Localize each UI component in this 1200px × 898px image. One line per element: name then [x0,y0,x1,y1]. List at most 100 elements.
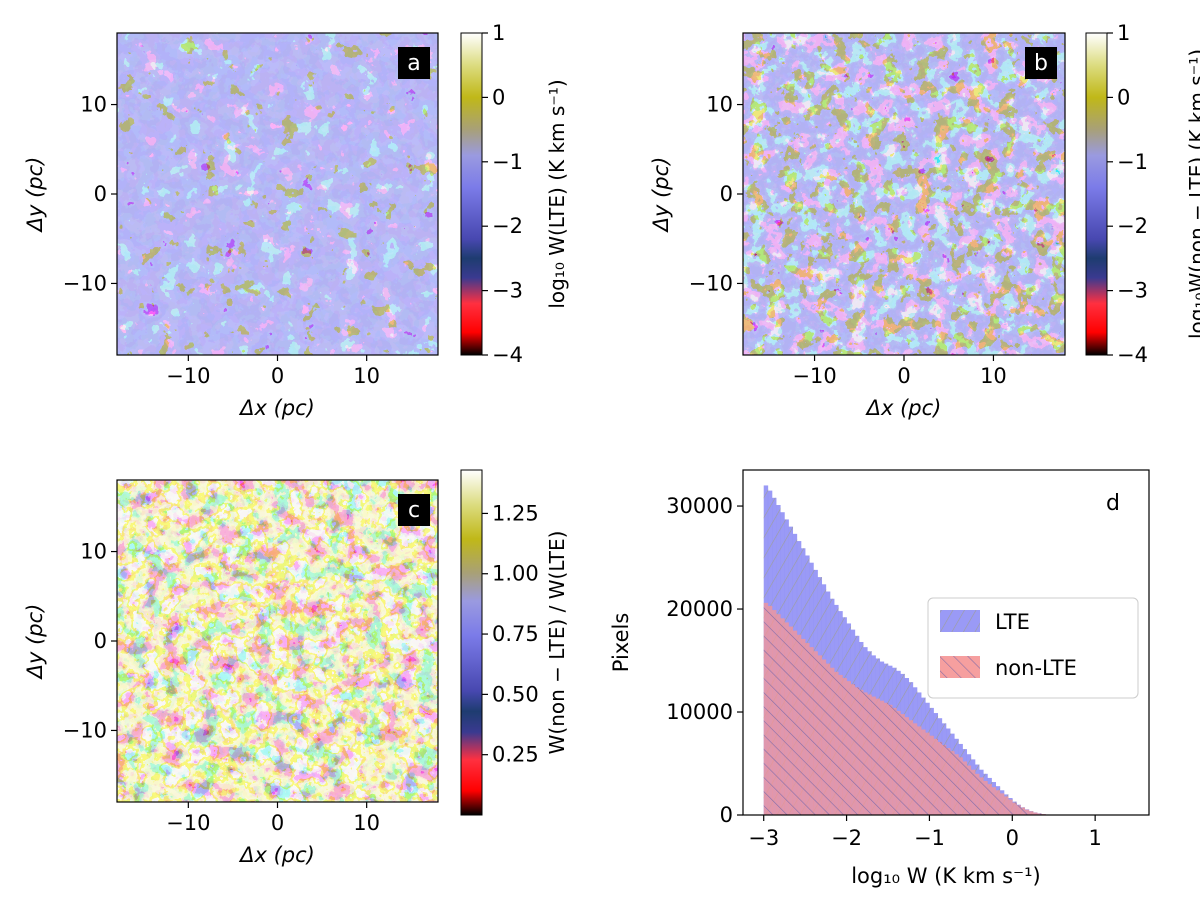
histogram-bar-hatch [834,671,839,815]
histogram-bar-hatch [767,605,773,815]
y-axis-label: Δy (pc) [23,604,47,681]
histogram-bar-hatch [966,765,972,815]
legend-frame [927,597,1139,699]
histogram-bar-hatch [904,717,910,815]
y-tick-label: −10 [63,718,107,742]
colorbar-tick-label: 1 [492,21,505,45]
colorbar-gradient [460,469,483,816]
x-tick-label: 1 [1088,826,1101,850]
legend-swatch-hatch [940,610,980,632]
histogram-bar-hatch [792,630,798,815]
x-tick-label: −10 [792,364,836,388]
legend-item: non-LTE [940,656,1077,680]
y-tick-label: 0 [720,803,733,827]
panel-label: b [1025,47,1057,79]
histogram-bar-hatch [1028,811,1034,815]
x-tick-label: −1 [914,826,945,850]
histogram-bar-hatch [780,618,785,815]
histogram-bar-hatch [796,634,802,815]
y-tick-label: 10 [80,540,107,564]
histogram-bar-hatch [970,769,976,815]
y-tick-label: 20000 [666,597,733,621]
x-tick-label: −10 [166,364,210,388]
x-tick-label: 0 [897,364,910,388]
histogram-bar-hatch [805,643,810,815]
histogram-bar-hatch [896,710,901,815]
axes-frame [742,469,1150,816]
map-image-c [117,480,438,802]
histogram-bar-hatch [809,647,814,815]
histogram-bar-hatch [838,674,843,815]
histogram-bar-hatch [863,692,868,815]
histogram-bar-hatch [846,681,852,815]
histogram-bar-hatch [908,720,914,815]
histogram-bar-hatch [1037,813,1042,815]
histogram-bar-hatch [825,663,831,815]
colorbar-c: 0.25 0.50 0.75 1.00 1.25W(non − LTE) / W(LTE… [460,469,569,816]
histogram-bar-hatch [999,793,1005,815]
x-axis-label: Δx (pc) [238,843,315,867]
y-tick-label: −10 [689,271,733,295]
histogram-bar-hatch [879,700,885,815]
histogram-bar-hatch [991,787,997,815]
histogram-bar-hatch [883,702,889,815]
histogram-bar-hatch [917,726,922,815]
histogram-bar-hatch [830,667,835,815]
histogram-bar-hatch [776,614,781,815]
legend-label: LTE [995,610,1030,634]
y-tick-label: 0 [720,182,733,206]
series-non-LTE [763,602,1071,815]
histogram-bar-hatch [941,744,947,815]
histogram-bar-hatch [946,748,951,815]
panel-label-text: b [1034,51,1048,76]
colorbar-tick-label: 0.50 [492,682,539,706]
histogram-bar-hatch [1024,809,1030,815]
colorbar-gradient [1085,32,1108,356]
colorbar-tick-label: −1 [492,150,523,174]
histogram-bar-hatch [933,738,939,815]
histogram-bar-hatch [975,773,980,815]
panel-label-box [1025,47,1057,79]
histogram-bar-hatch [801,638,806,815]
y-tick-label: 30000 [666,494,733,518]
y-tick-label: 10000 [666,700,733,724]
histogram-bar-hatch [821,659,827,815]
histogram-bar-hatch [912,723,918,815]
legend: LTE non-LTE [927,597,1139,699]
map-image-b [743,33,1065,355]
colorbar-tick-label: −4 [1117,343,1148,367]
panel-label-box [398,47,430,79]
legend-label: non-LTE [995,656,1077,680]
y-tick-label: 0 [94,182,107,206]
map-panel-b: −10 0 10 −10 0 10 Δx (pc) Δy (pc) b [649,32,1066,420]
histogram-bar-hatch [817,655,823,815]
histogram-bar-hatch [958,757,963,815]
x-tick-label: 10 [353,364,380,388]
histogram-bar-hatch [842,678,847,815]
colorbar-tick-label: 0 [1117,85,1130,109]
map-panel-c: −10 0 10 −10 0 10 Δx (pc) Δy (pc) c [23,479,439,867]
histogram-bar-hatch [859,689,864,815]
colorbar-tick-label: 1.25 [492,501,539,525]
x-tick-label: −2 [831,826,862,850]
histogram-bar-hatch [850,684,856,815]
colorbar-tick-label: −2 [1117,214,1148,238]
colorbar-tick-label: −3 [492,279,523,303]
colorbar-label: log₁₀ W(LTE) (K km s⁻¹) [545,79,569,308]
x-tick-label: −3 [748,826,779,850]
y-axis-label: Δy (pc) [23,157,47,234]
x-axis-label: Δx (pc) [238,396,315,420]
map-panel-a: −10 0 10 −10 0 10 Δx (pc) Δy (pc) a [23,32,439,420]
legend-item: LTE [940,610,1030,634]
colorbar-tick-label: −4 [492,343,523,367]
panel-label: a [398,47,430,79]
x-tick-label: −10 [166,811,210,835]
histogram-bar-hatch [871,696,876,815]
y-axis-label: Δy (pc) [649,157,673,234]
y-tick-label: 0 [94,629,107,653]
histogram-bar-hatch [763,602,769,815]
panel-label-text: a [407,51,420,76]
panel-label-box [398,494,430,526]
panel-label: d [1106,491,1120,516]
